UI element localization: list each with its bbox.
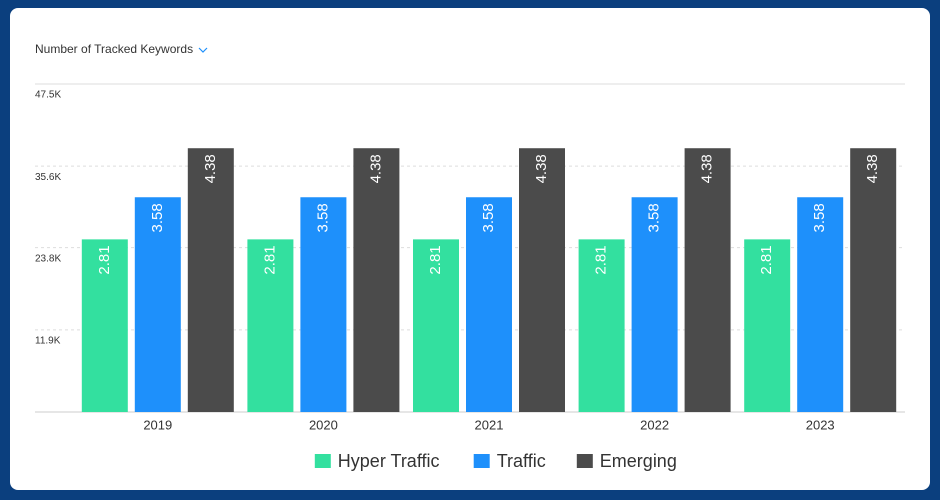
bar	[850, 148, 897, 413]
bar	[631, 197, 678, 412]
legend-swatch	[576, 454, 593, 468]
data-label: 4.38	[864, 154, 881, 183]
y-tick-label: 47.5K	[35, 90, 61, 101]
bar	[413, 239, 459, 412]
data-label: 4.38	[699, 154, 716, 183]
data-label: 3.58	[149, 203, 166, 232]
legend-label: Traffic	[497, 451, 546, 471]
legend-label: Emerging	[600, 451, 677, 471]
data-label: 4.38	[367, 154, 384, 183]
data-label: 4.38	[202, 154, 219, 183]
data-label: 2.81	[96, 245, 113, 274]
y-tick-label: 23.8K	[35, 253, 61, 264]
bar	[81, 239, 128, 412]
legend-swatch	[473, 454, 490, 468]
title-dropdown[interactable]	[198, 47, 208, 53]
x-tick-label: 2022	[640, 417, 669, 432]
bar	[187, 148, 234, 413]
x-tick-label: 2020	[309, 417, 338, 432]
data-label: 3.58	[811, 203, 828, 232]
chart-title: Number of Tracked Keywords	[35, 42, 193, 56]
bar	[519, 148, 565, 413]
bar	[578, 239, 625, 412]
data-label: 2.81	[758, 245, 775, 274]
bar	[353, 148, 400, 413]
data-label: 3.58	[646, 203, 663, 232]
legend-label: Hyper Traffic	[338, 451, 440, 471]
y-tick-label: 35.6K	[35, 172, 61, 183]
legend-swatch	[314, 454, 331, 468]
bar	[134, 197, 181, 412]
data-label: 2.81	[593, 245, 610, 274]
x-tick-label: 2023	[806, 417, 835, 432]
x-tick-label: 2021	[475, 417, 504, 432]
bar	[466, 197, 512, 412]
bar	[684, 148, 731, 413]
data-label: 3.58	[314, 203, 331, 232]
bar	[300, 197, 347, 412]
bar	[247, 239, 294, 412]
data-label: 2.81	[261, 245, 278, 274]
y-tick-label: 11.9K	[35, 335, 61, 346]
x-tick-label: 2019	[143, 417, 172, 432]
bar	[744, 239, 791, 412]
data-label: 4.38	[533, 154, 550, 183]
bar	[797, 197, 844, 412]
data-label: 3.58	[480, 203, 497, 232]
data-label: 2.81	[427, 245, 444, 274]
